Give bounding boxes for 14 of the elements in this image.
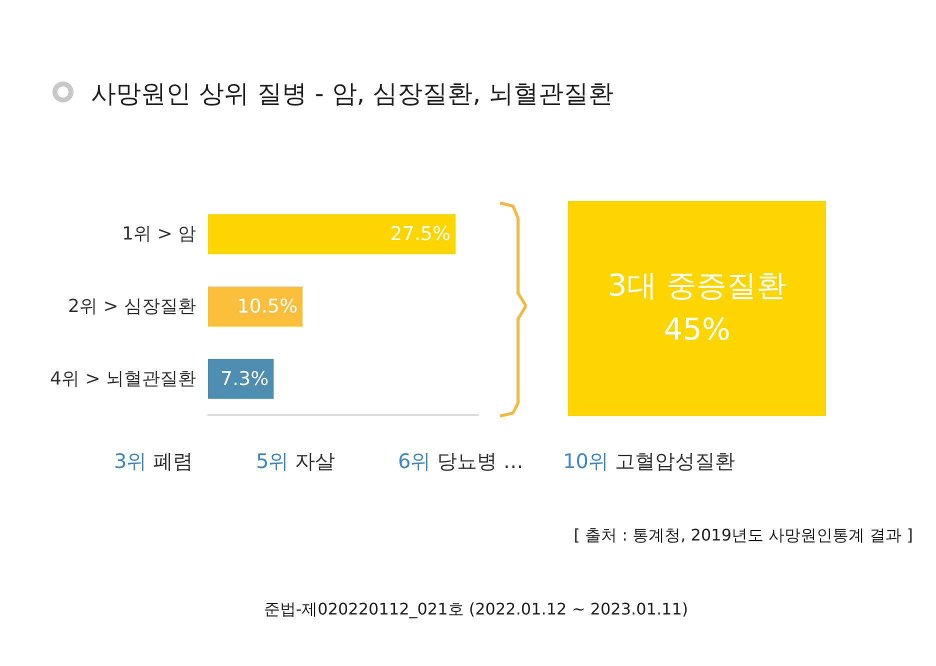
data-label: 27.5%: [390, 223, 450, 246]
data-label: 7.3%: [220, 368, 269, 390]
data-label: 10.5%: [237, 296, 298, 318]
text: 10위 고혈압성질환: [563, 449, 735, 473]
text: 6위 당뇨병 …: [398, 449, 524, 473]
chart-title: 사망원인 상위 질병 - 암, 심장질환, 뇌혈관질환: [91, 79, 614, 108]
text: 준법-제020220112_021호 (2022.01.12 ~ 2023.01.11): [264, 600, 688, 618]
text: [ 출처 : 통계청, 2019년도 사망원인통계 결과 ]: [574, 526, 913, 544]
text: 3대 중증질환 45%: [608, 268, 786, 348]
text: 5위 자살: [256, 449, 336, 473]
y-tick-label: 1위 > 암: [122, 224, 196, 245]
y-tick-label: 2위 > 심장질환: [68, 296, 196, 317]
text: 3위 폐렴: [114, 449, 194, 473]
y-tick-label: 4위 > 뇌혈관질환: [50, 368, 196, 390]
